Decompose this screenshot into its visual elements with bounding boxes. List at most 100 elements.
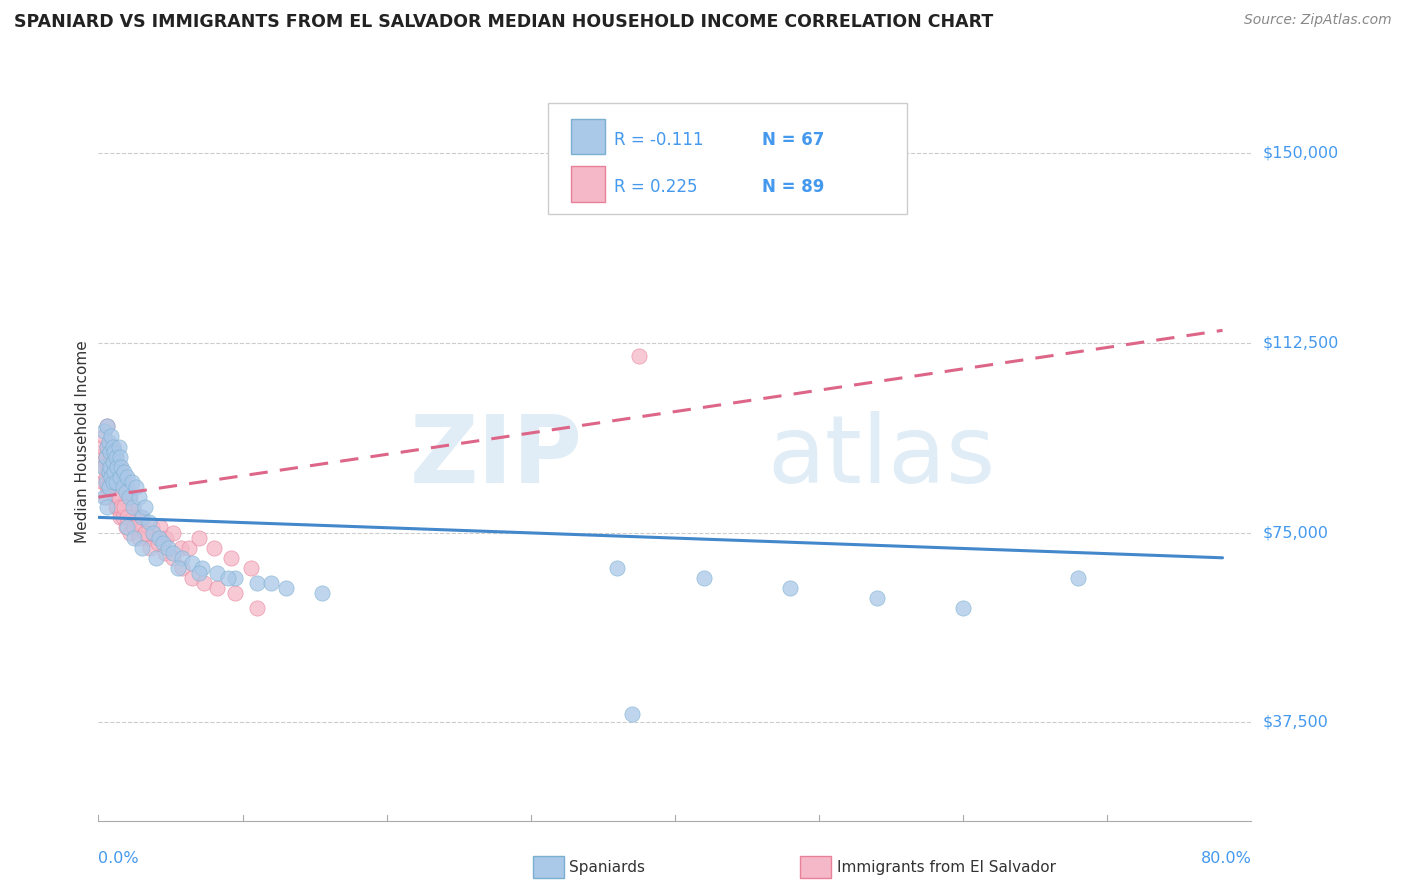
Point: [124, 510, 146, 524]
Point: [94, 450, 117, 464]
Point: [156, 541, 179, 555]
Point: [146, 535, 169, 549]
Point: [94, 470, 117, 484]
Point: [110, 470, 132, 484]
Point: [120, 525, 142, 540]
Text: R = -0.111: R = -0.111: [614, 131, 704, 149]
Point: [103, 465, 125, 479]
Point: [114, 490, 136, 504]
Point: [205, 581, 228, 595]
Text: Spaniards: Spaniards: [569, 860, 645, 874]
Point: [100, 429, 122, 443]
Point: [104, 490, 127, 504]
Point: [169, 541, 191, 555]
Text: 80.0%: 80.0%: [1201, 851, 1251, 866]
Point: [148, 531, 170, 545]
Point: [100, 470, 122, 484]
Text: $150,000: $150,000: [1263, 146, 1339, 161]
Point: [104, 475, 127, 489]
Point: [93, 459, 115, 474]
Point: [131, 541, 153, 555]
Point: [114, 520, 136, 534]
Point: [122, 500, 145, 515]
Point: [117, 510, 139, 524]
Point: [91, 440, 114, 454]
Point: [101, 440, 124, 454]
Point: [112, 480, 135, 494]
Point: [311, 586, 333, 600]
Point: [149, 520, 172, 534]
Point: [105, 459, 128, 474]
Point: [125, 480, 148, 494]
Point: [155, 531, 177, 545]
Point: [103, 459, 125, 474]
Point: [96, 440, 118, 454]
Point: [246, 601, 269, 615]
Point: [118, 500, 141, 515]
Point: [91, 459, 114, 474]
Point: [107, 470, 129, 484]
Point: [188, 566, 211, 580]
Point: [124, 520, 146, 534]
Point: [96, 419, 118, 434]
Point: [103, 485, 125, 500]
Point: [952, 601, 974, 615]
Point: [219, 550, 242, 565]
Point: [202, 541, 225, 555]
Point: [93, 490, 115, 504]
Point: [129, 510, 152, 524]
Text: 0.0%: 0.0%: [98, 851, 139, 866]
Point: [104, 450, 127, 464]
Point: [97, 480, 120, 494]
Point: [98, 470, 121, 484]
Point: [96, 419, 118, 434]
Point: [162, 550, 184, 565]
Point: [132, 520, 155, 534]
Point: [620, 707, 643, 722]
Point: [138, 516, 160, 530]
Point: [136, 531, 159, 545]
Point: [108, 470, 131, 484]
Text: Source: ZipAtlas.com: Source: ZipAtlas.com: [1244, 13, 1392, 28]
Point: [179, 541, 201, 555]
Point: [152, 535, 174, 549]
Point: [110, 500, 132, 515]
Point: [111, 490, 134, 504]
Point: [139, 541, 162, 555]
Point: [101, 475, 124, 489]
Point: [91, 475, 114, 489]
Point: [90, 450, 112, 464]
Point: [93, 425, 115, 439]
Point: [131, 510, 153, 524]
Point: [98, 480, 121, 494]
Point: [260, 576, 283, 591]
Point: [181, 571, 204, 585]
Point: [117, 520, 139, 534]
Point: [98, 459, 121, 474]
Point: [101, 455, 124, 469]
Point: [112, 500, 135, 515]
Point: [98, 450, 121, 464]
Point: [108, 480, 131, 494]
Point: [162, 546, 184, 560]
Point: [142, 525, 165, 540]
Point: [94, 490, 117, 504]
Point: [105, 500, 128, 515]
Point: [103, 480, 125, 494]
Point: [93, 429, 115, 443]
Point: [166, 561, 188, 575]
Point: [128, 490, 150, 504]
Text: $37,500: $37,500: [1263, 714, 1329, 730]
Text: SPANIARD VS IMMIGRANTS FROM EL SALVADOR MEDIAN HOUSEHOLD INCOME CORRELATION CHAR: SPANIARD VS IMMIGRANTS FROM EL SALVADOR …: [14, 13, 993, 31]
Point: [134, 500, 156, 515]
Point: [193, 576, 215, 591]
Point: [97, 459, 120, 474]
Text: $112,500: $112,500: [1263, 335, 1339, 351]
Point: [114, 485, 136, 500]
Point: [224, 571, 246, 585]
Text: ZIP: ZIP: [409, 410, 582, 503]
Point: [779, 581, 801, 595]
Text: Immigrants from El Salvador: Immigrants from El Salvador: [837, 860, 1056, 874]
Point: [108, 510, 131, 524]
Point: [112, 465, 135, 479]
